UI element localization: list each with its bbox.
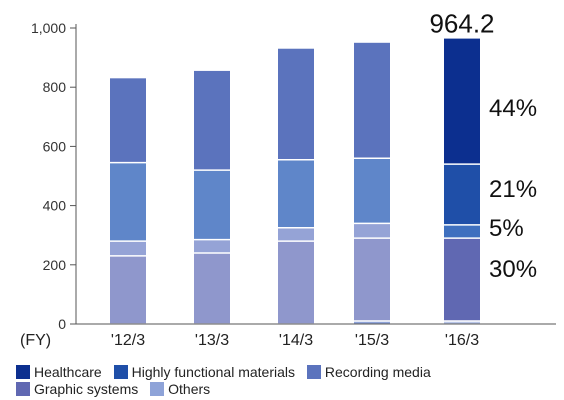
x-tick-label: '15/3	[355, 332, 389, 349]
legend-item-healthcare: Healthcare	[16, 364, 102, 381]
legend-row-1: Healthcare Highly functional materials R…	[16, 364, 556, 381]
y-tick-label: 600	[43, 138, 67, 154]
bar-segment	[354, 238, 390, 322]
legend-label: Healthcare	[34, 364, 102, 380]
bar-segment	[110, 241, 146, 256]
legend-label: Others	[168, 381, 211, 397]
bar-segment	[110, 162, 146, 242]
x-tick-label: '13/3	[195, 332, 229, 349]
share-annotation: 44%	[489, 95, 537, 122]
y-tick-label: 1,000	[31, 20, 66, 36]
legend-swatch	[113, 365, 128, 379]
bar-segment	[110, 78, 146, 163]
legend-swatch	[16, 382, 30, 396]
x-tick-label: '12/3	[111, 332, 145, 349]
bar-segment	[444, 164, 480, 225]
bar-segment	[354, 223, 390, 239]
y-tick-label: 200	[43, 257, 67, 273]
legend-swatch	[16, 365, 30, 379]
bar-segment	[354, 158, 390, 224]
bar-segment	[110, 255, 146, 324]
bar-segment	[194, 70, 230, 171]
bar-segment	[278, 241, 314, 324]
bar-segment	[194, 252, 230, 324]
x-axis-note: (FY)	[20, 332, 51, 349]
legend: Healthcare Highly functional materials R…	[16, 364, 556, 398]
legend-swatch	[306, 365, 321, 379]
bar-segment	[278, 48, 314, 160]
bar-segment	[354, 321, 390, 324]
bar-segment	[194, 170, 230, 240]
legend-item-others: Others	[150, 381, 210, 398]
y-axis: 0 200 400 600 800 1,000	[31, 20, 77, 332]
bar-segment	[194, 239, 230, 253]
share-annotation: 30%	[489, 256, 537, 283]
x-tick-label: '16/3	[445, 332, 479, 349]
legend-swatch	[150, 382, 165, 396]
legend-label: Highly functional materials	[131, 364, 295, 380]
legend-item-highly-functional-materials: Highly functional materials	[113, 364, 295, 381]
y-tick-label: 400	[43, 198, 67, 214]
y-tick-label: 800	[43, 79, 67, 95]
total-label: 964.2	[429, 9, 494, 39]
stacked-bar-chart: 0 200 400 600 800 1,000 (FY) '12/3 '13/3 '14/3 '1…	[20, 9, 556, 349]
bar-segment	[354, 42, 390, 159]
legend-row-2: Graphic systems Others	[16, 381, 556, 398]
legend-item-graphic-systems: Graphic systems	[16, 381, 138, 398]
share-annotation: 21%	[489, 176, 537, 203]
legend-label: Graphic systems	[34, 381, 139, 397]
bar-segment	[444, 38, 480, 165]
bar-segment	[444, 321, 480, 324]
y-tick-label: 0	[58, 316, 66, 332]
bar-segment	[278, 227, 314, 242]
bar-segment	[444, 238, 480, 322]
x-tick-label: '14/3	[279, 332, 313, 349]
bar-segment	[278, 159, 314, 228]
x-axis: (FY) '12/3 '13/3 '14/3 '15/3 '16/3	[20, 323, 556, 349]
legend-label: Recording media	[324, 364, 431, 380]
bars	[110, 38, 480, 325]
bar-segment	[444, 224, 480, 239]
annotations: 964.2 44% 21% 5% 30%	[429, 9, 537, 283]
legend-item-recording-media: Recording media	[306, 364, 431, 381]
share-annotation: 5%	[489, 215, 524, 242]
